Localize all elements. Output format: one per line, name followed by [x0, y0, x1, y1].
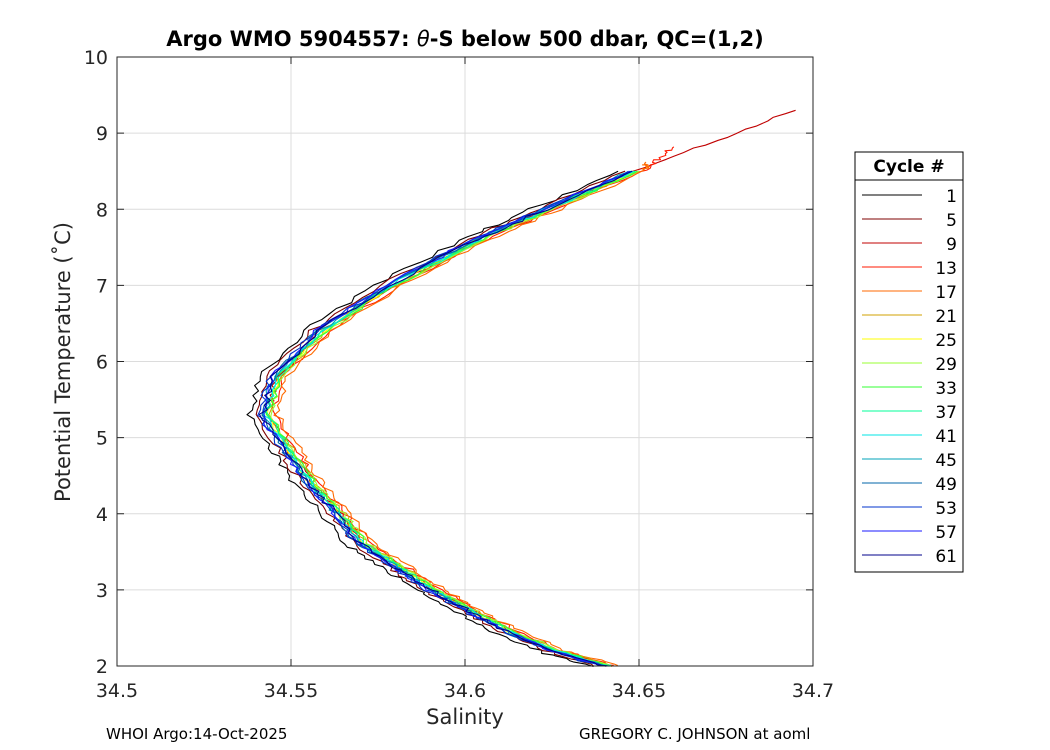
legend-entries: 1 5 9 13 17 21 25 29 33 37 41 45 49 53 57 61 — [862, 187, 957, 567]
legend-label-cycle-53: 53 — [935, 499, 957, 519]
plot-area: 34.5 34.55 34.6 34.65 34.7 2 3 4 5 6 7 8 9 10 — [84, 47, 834, 702]
y-tick-label: 3 — [96, 580, 108, 602]
footer-right: GREGORY C. JOHNSON at aoml — [579, 725, 811, 743]
footer-left: WHOI Argo:14-Oct-2025 — [106, 725, 288, 743]
series-line-cycle-17 — [273, 161, 650, 667]
series-line-cycle-1 — [246, 170, 619, 668]
legend-label-cycle-45: 45 — [935, 451, 957, 471]
y-tick-label: 2 — [96, 656, 108, 678]
series-line-cycle-61 — [258, 170, 633, 667]
chart-title: Argo WMO 5904557: θ-S below 500 dbar, QC… — [166, 27, 763, 51]
legend-label-cycle-9: 9 — [946, 235, 957, 255]
legend: Cycle # 1 5 9 13 17 21 25 29 33 37 41 45 49 53 57 61 — [854, 151, 964, 573]
legend-label-cycle-61: 61 — [935, 547, 957, 567]
legend-label-cycle-25: 25 — [935, 331, 957, 351]
legend-label-cycle-5: 5 — [946, 211, 957, 231]
x-axis-label: Salinity — [426, 705, 504, 729]
y-tick-label: 10 — [84, 47, 108, 69]
legend-label-cycle-17: 17 — [935, 283, 957, 303]
y-axis-label: Potential Temperature (˚C) — [51, 222, 75, 502]
y-tick-label: 7 — [96, 275, 108, 297]
legend-label-cycle-29: 29 — [935, 355, 957, 375]
y-tick-label: 4 — [96, 504, 108, 526]
legend-label-cycle-13: 13 — [935, 259, 957, 279]
y-tick-label: 9 — [96, 123, 108, 145]
series-line-cycle-57 — [263, 170, 631, 667]
legend-label-cycle-37: 37 — [935, 403, 957, 423]
legend-box — [854, 151, 964, 573]
x-tick-label: 34.65 — [612, 680, 666, 702]
legend-label-cycle-21: 21 — [935, 307, 957, 327]
x-tick-label: 34.55 — [264, 680, 318, 702]
x-tick-label: 34.6 — [444, 680, 486, 702]
y-tick-label: 6 — [96, 352, 108, 374]
x-tick-label: 34.7 — [792, 680, 834, 702]
y-tick-label: 5 — [96, 428, 108, 450]
legend-label-cycle-1: 1 — [946, 187, 957, 207]
series-line-cycle-33 — [265, 170, 638, 667]
x-tick-label: 34.5 — [96, 680, 138, 702]
legend-label-cycle-41: 41 — [935, 427, 957, 447]
y-tick-label: 8 — [96, 199, 108, 221]
legend-label-cycle-57: 57 — [935, 523, 957, 543]
legend-label-cycle-49: 49 — [935, 475, 957, 495]
legend-title: Cycle # — [873, 157, 944, 177]
legend-label-cycle-33: 33 — [935, 379, 957, 399]
